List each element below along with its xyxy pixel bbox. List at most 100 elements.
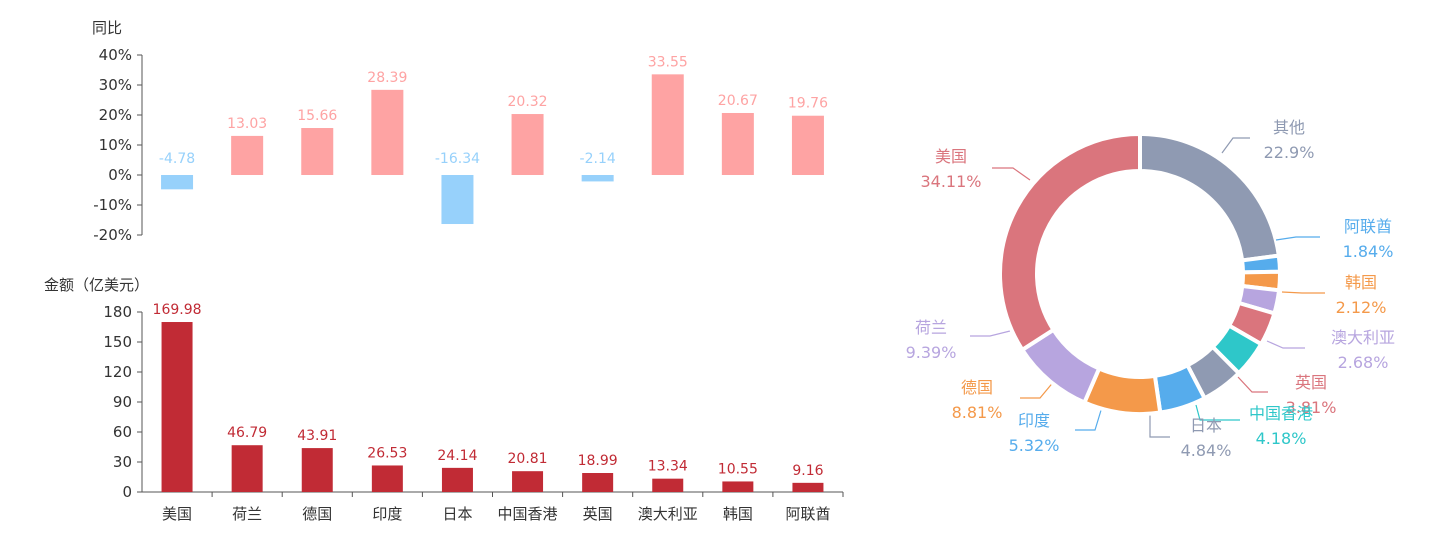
donut-slice-percent: 9.39% [906,343,957,362]
amount-bar-label: 20.81 [508,451,548,467]
yoy-bar [511,114,544,175]
yoy-bar-chart: 同比 40% 30% 20% 10% 0% -10% -20% -4.78 13.03 15.66 2… [92,19,828,244]
yoy-bar-label: -2.14 [580,151,616,167]
amount-x-tick-label: 日本 [442,505,472,523]
donut-slice-name: 韩国 [1345,273,1377,292]
donut-leader-line [1195,404,1240,421]
amount-bar-label: 9.16 [792,463,823,479]
yoy-bar [301,128,334,175]
yoy-bar-label: 19.76 [788,96,828,112]
yoy-bar-label: -4.78 [159,151,195,167]
amount-y-tick-label: 0 [122,483,132,501]
yoy-bar [441,175,474,225]
share-donut-chart: 其他 22.9% 阿联酋 1.84% 韩国 2.12% 澳大利亚 2.68% 英国 3.81%中国… [906,118,1395,460]
amount-bar [582,473,614,492]
donut-slice-percent: 2.68% [1338,353,1389,372]
donut-slice-percent: 1.84% [1343,242,1394,261]
donut-slice-percent: 4.84% [1181,441,1232,460]
amount-bar-chart: 金额（亿美元） 180 150 120 90 60 30 0 169.98 美国 46.79 荷兰 43… [44,276,844,523]
donut-slice-name: 澳大利亚 [1331,328,1395,347]
donut-slice-name: 美国 [935,147,967,166]
donut-slice-name: 荷兰 [915,318,947,337]
amount-bar [371,465,403,492]
amount-y-tick-label: 150 [103,333,132,351]
donut-slice-name: 其他 [1273,118,1305,137]
yoy-bar [721,112,754,175]
amount-y-tick-label: 90 [113,393,132,411]
amount-y-tick-label: 60 [113,423,132,441]
yoy-bar [791,115,824,175]
yoy-bar-label: 13.03 [227,116,267,132]
donut-slice [1138,132,1281,263]
yoy-bar-label: 33.55 [648,54,688,70]
yoy-y-tick-label: 0% [108,166,132,184]
amount-bar-label: 43.91 [297,428,337,444]
donut-slice-percent: 34.11% [920,172,981,191]
yoy-bar-label: -16.34 [435,151,480,167]
donut-slice-name: 印度 [1018,411,1050,430]
donut-leader-line [1221,137,1250,154]
amount-x-tick-label: 澳大利亚 [638,505,698,523]
yoy-bar-label: 28.39 [367,70,407,86]
donut-leader-line [1075,406,1103,431]
donut-leader-line [1020,379,1056,399]
amount-bar [161,322,193,492]
amount-x-tick-label: 中国香港 [498,505,558,523]
amount-x-tick-label: 美国 [162,505,192,523]
amount-axis-title: 金额（亿美元） [44,276,149,294]
donut-slice-name: 英国 [1295,373,1327,392]
amount-bar [512,471,544,492]
yoy-bar [161,175,194,190]
yoy-axis-title: 同比 [92,19,122,37]
amount-bar-label: 169.98 [153,302,202,318]
amount-bar-label: 46.79 [227,425,267,441]
donut-leader-line [1275,236,1320,241]
amount-bar [722,481,754,492]
yoy-y-tick-label: -20% [93,226,132,244]
donut-slice-percent: 2.12% [1336,298,1387,317]
donut-leader-line [1149,412,1170,438]
donut-slice-percent: 3.81% [1286,398,1337,417]
donut-slice-name: 阿联酋 [1344,217,1392,236]
amount-bar [231,445,263,492]
amount-bar-label: 26.53 [367,445,407,461]
yoy-bar [581,175,614,182]
yoy-bar [651,74,684,175]
donut-slice-percent: 8.81% [952,403,1003,422]
amount-y-tick-label: 120 [103,363,132,381]
donut-slice-name: 德国 [961,378,993,397]
donut-leader-line [1266,340,1305,349]
donut-slice-name: 日本 [1190,416,1222,435]
donut-slice-percent: 5.32% [1009,436,1060,455]
amount-bar-label: 24.14 [437,448,477,464]
amount-bar-label: 10.55 [718,461,758,477]
yoy-bar [371,89,404,175]
amount-bar [652,478,684,492]
amount-x-tick-label: 荷兰 [232,505,262,523]
amount-bar [441,467,473,492]
amount-x-tick-label: 阿联酋 [785,505,830,523]
amount-bar-label: 13.34 [648,459,688,475]
donut-slice [998,132,1142,352]
yoy-bar-label: 15.66 [297,108,337,124]
yoy-y-tick-label: 30% [99,76,132,94]
amount-bar [301,448,333,492]
donut-slice-percent: 22.9% [1264,143,1315,162]
donut-leader-line [970,330,1011,337]
yoy-bar-label: 20.67 [718,93,758,109]
amount-x-tick-label: 韩国 [723,505,753,523]
donut-leader-line [1237,376,1268,393]
yoy-bar [231,135,264,175]
amount-x-tick-label: 德国 [302,505,332,523]
donut-slice-percent: 4.18% [1256,429,1307,448]
amount-bar-label: 18.99 [578,453,618,469]
donut-leader-line [992,167,1031,181]
yoy-y-tick-label: -10% [93,196,132,214]
donut-slice-name: 中国香港 [1249,404,1313,423]
yoy-bar-label: 20.32 [508,94,548,110]
yoy-y-tick-label: 20% [99,106,132,124]
yoy-y-tick-label: 10% [99,136,132,154]
amount-bar [792,482,824,492]
